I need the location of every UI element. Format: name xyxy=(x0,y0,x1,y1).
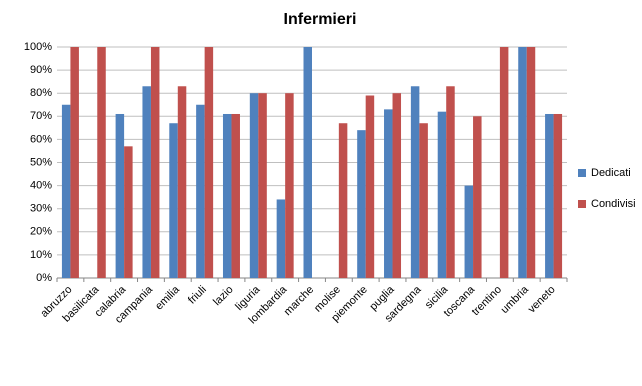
y-tick-label: 30% xyxy=(30,203,52,215)
y-tick-label: 100% xyxy=(24,41,52,53)
bar xyxy=(285,93,294,278)
x-tick-label: friuli xyxy=(186,284,209,307)
bar xyxy=(142,86,151,279)
bar xyxy=(473,116,482,278)
x-tick-label: umbria xyxy=(499,283,532,316)
bar xyxy=(464,185,474,278)
bar xyxy=(124,146,133,278)
bar xyxy=(499,47,509,278)
y-tick-label: 0% xyxy=(36,272,52,284)
x-tick-label: toscana xyxy=(441,283,477,319)
y-tick-label: 70% xyxy=(30,110,52,122)
bar xyxy=(70,47,79,278)
chart-title: Infermieri xyxy=(284,11,357,28)
y-tick-label: 20% xyxy=(30,226,52,238)
y-tick-label: 80% xyxy=(30,87,52,99)
bar xyxy=(357,130,366,278)
bar xyxy=(545,113,554,279)
y-tick-label: 60% xyxy=(30,133,52,145)
bar xyxy=(410,86,420,279)
bar xyxy=(365,95,375,278)
bar xyxy=(526,47,536,278)
bar xyxy=(392,93,402,278)
x-tick-label: trentino xyxy=(470,284,504,318)
y-tick-label: 40% xyxy=(30,180,52,192)
x-tick-label: emilia xyxy=(153,283,182,312)
bar xyxy=(384,109,393,279)
x-tick-label: veneto xyxy=(526,284,558,316)
bar xyxy=(196,104,205,278)
bar xyxy=(97,47,106,278)
bar xyxy=(419,123,428,278)
bar xyxy=(177,86,187,279)
legend-swatch xyxy=(578,169,586,177)
bar xyxy=(150,47,160,278)
bar xyxy=(518,47,527,278)
bar xyxy=(338,123,348,278)
x-tick-label: marche xyxy=(282,284,316,318)
y-tick-label: 50% xyxy=(30,156,52,168)
bar xyxy=(446,86,455,279)
bar xyxy=(258,93,267,278)
bar xyxy=(115,113,125,279)
bar xyxy=(222,113,232,279)
bar xyxy=(204,47,214,278)
bar xyxy=(169,123,178,278)
legend-label: Dedicati xyxy=(591,167,631,179)
bar xyxy=(553,113,563,279)
bar xyxy=(303,47,312,278)
bar xyxy=(276,199,286,278)
bar xyxy=(61,104,71,278)
legend-label: Condivisi xyxy=(591,198,636,210)
y-tick-label: 10% xyxy=(30,249,52,261)
bar xyxy=(249,93,259,278)
legend-swatch xyxy=(578,200,586,208)
bar xyxy=(437,111,447,279)
bar xyxy=(231,113,240,279)
y-tick-label: 90% xyxy=(30,64,52,76)
